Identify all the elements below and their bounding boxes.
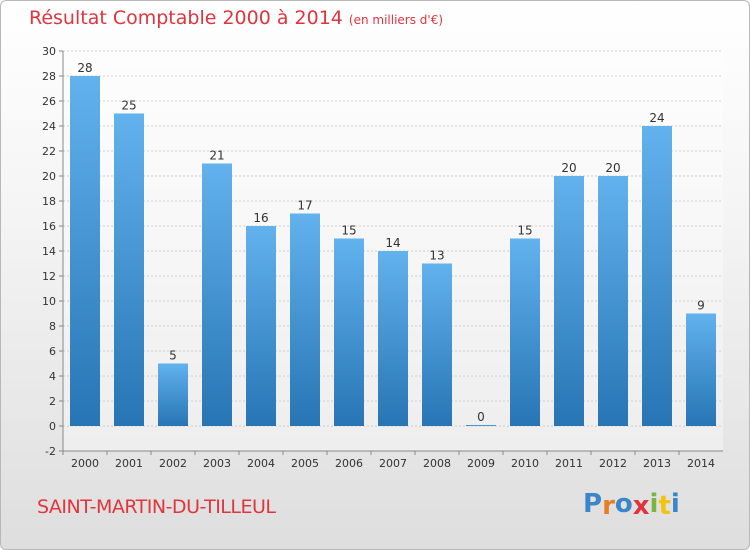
- y-tick-label: 22: [42, 145, 56, 158]
- logo-letter: x: [632, 491, 650, 521]
- x-tick-label: 2013: [643, 457, 671, 470]
- logo-letter: o: [614, 489, 633, 519]
- data-label: 14: [385, 236, 400, 250]
- data-label: 5: [169, 349, 177, 363]
- data-label: 17: [297, 199, 312, 213]
- x-tick-label: 2003: [203, 457, 231, 470]
- logo-letter: P: [583, 489, 603, 519]
- y-tick-label: 6: [49, 345, 56, 358]
- y-tick-label: 30: [42, 45, 56, 58]
- x-tick-label: 2011: [555, 457, 583, 470]
- proxiti-logo: Proxiti: [583, 489, 680, 521]
- x-tick-label: 2007: [379, 457, 407, 470]
- logo-letter: i: [670, 489, 680, 519]
- x-tick-label: 2001: [115, 457, 143, 470]
- bar: [554, 176, 584, 426]
- logo-letter: t: [658, 491, 671, 521]
- bar: [158, 363, 188, 426]
- y-tick-label: 16: [42, 220, 56, 233]
- x-tick-label: 2012: [599, 457, 627, 470]
- y-tick-label: 26: [42, 95, 56, 108]
- x-tick-label: 2008: [423, 457, 451, 470]
- bar: [510, 238, 540, 426]
- y-tick-label: 28: [42, 70, 56, 83]
- logo-letter: r: [602, 491, 615, 521]
- bar: [686, 313, 716, 426]
- x-tick-label: 2005: [291, 457, 319, 470]
- logo-letter: i: [649, 489, 659, 519]
- y-tick-label: 18: [42, 195, 56, 208]
- x-tick-label: 2010: [511, 457, 539, 470]
- x-tick-label: 2006: [335, 457, 363, 470]
- data-label: 15: [341, 224, 356, 238]
- bar: [290, 213, 320, 426]
- chart-subtitle: (en milliers d'€): [348, 13, 444, 27]
- bar: [642, 126, 672, 426]
- data-label: 24: [649, 111, 664, 125]
- x-tick-label: 2004: [247, 457, 275, 470]
- x-tick-label: 2014: [687, 457, 715, 470]
- y-tick-label: -2: [45, 445, 56, 458]
- data-label: 15: [517, 224, 532, 238]
- y-tick-label: 10: [42, 295, 56, 308]
- bar: [114, 113, 144, 426]
- bar: [598, 176, 628, 426]
- chart-title: Résultat Comptable 2000 à 2014 (en millie…: [29, 7, 443, 29]
- bar: [246, 226, 276, 426]
- y-tick-label: 24: [42, 120, 56, 133]
- y-tick-label: 8: [49, 320, 56, 333]
- data-label: 28: [77, 61, 92, 75]
- data-label: 0: [477, 410, 485, 424]
- data-label: 21: [209, 149, 224, 163]
- y-tick-label: 2: [49, 395, 56, 408]
- bar: [466, 425, 496, 426]
- x-tick-label: 2000: [71, 457, 99, 470]
- y-tick-label: 0: [49, 420, 56, 433]
- data-label: 9: [697, 299, 705, 313]
- y-tick-label: 20: [42, 170, 56, 183]
- y-tick-label: 14: [42, 245, 56, 258]
- town-name: SAINT-MARTIN-DU-TILLEUL: [37, 496, 276, 518]
- bar: [422, 263, 452, 426]
- y-tick-label: 12: [42, 270, 56, 283]
- data-label: 20: [605, 161, 620, 175]
- x-tick-label: 2009: [467, 457, 495, 470]
- data-label: 25: [121, 99, 136, 113]
- data-label: 13: [429, 249, 444, 263]
- chart-title-text: Résultat Comptable 2000 à 2014: [29, 7, 343, 29]
- bar: [202, 163, 232, 426]
- y-tick-label: 4: [49, 370, 56, 383]
- data-label: 20: [561, 161, 576, 175]
- bar: [378, 251, 408, 426]
- x-tick-label: 2002: [159, 457, 187, 470]
- bar: [70, 76, 100, 426]
- bar: [334, 238, 364, 426]
- data-label: 16: [253, 211, 268, 225]
